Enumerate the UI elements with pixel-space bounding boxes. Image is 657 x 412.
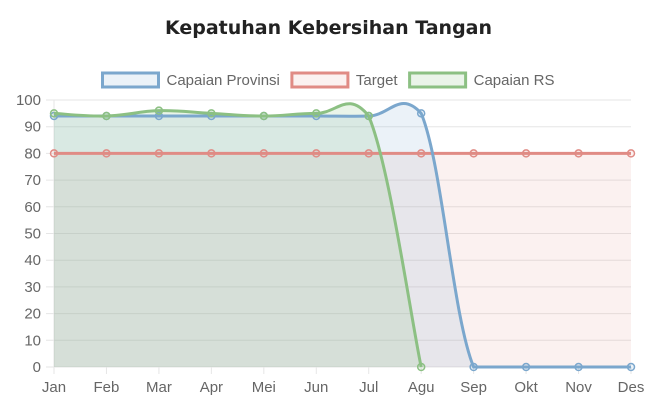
data-point[interactable] [521, 149, 531, 158]
legend-swatch [408, 71, 468, 89]
data-point[interactable] [364, 149, 373, 158]
y-tick-label: 60 [24, 199, 41, 216]
x-tick-label: Nov [565, 379, 592, 396]
x-tick-label: Jun [304, 379, 328, 396]
y-tick-label: 10 [24, 332, 41, 349]
data-point[interactable] [154, 106, 164, 115]
x-tick-label: Sep [460, 379, 487, 396]
y-tick-label: 40 [24, 252, 41, 269]
data-point[interactable] [416, 362, 426, 372]
data-point[interactable] [469, 149, 478, 158]
data-point[interactable] [207, 109, 216, 118]
data-point[interactable] [259, 149, 269, 158]
data-point[interactable] [49, 109, 59, 118]
legend-item[interactable]: Capaian Provinsi [101, 71, 280, 89]
data-point[interactable] [259, 111, 269, 121]
data-point[interactable] [312, 149, 321, 158]
data-point[interactable] [102, 111, 111, 121]
data-point[interactable] [416, 109, 426, 118]
x-tick-label: Feb [94, 379, 120, 396]
y-tick-label: 90 [24, 119, 41, 136]
data-point[interactable] [312, 109, 321, 118]
series-area-0 [54, 103, 631, 368]
data-point[interactable] [521, 362, 531, 372]
y-tick-label: 80 [24, 145, 41, 162]
x-tick-label: Mei [252, 379, 276, 396]
series-line-2 [53, 102, 423, 368]
data-point[interactable] [364, 111, 373, 121]
y-tick-label: 100 [16, 92, 41, 109]
y-tick-label: 50 [24, 226, 41, 243]
data-point[interactable] [416, 149, 426, 158]
data-point[interactable] [626, 149, 636, 158]
series-area-2 [54, 103, 422, 368]
x-tick-label: Apr [200, 379, 223, 396]
x-tick-label: Des [618, 379, 645, 396]
data-point[interactable] [102, 149, 111, 158]
legend-label: Capaian Provinsi [167, 72, 280, 89]
data-point[interactable] [574, 149, 583, 158]
x-tick-label: Mar [146, 379, 172, 396]
x-tick-label: Jan [42, 379, 66, 396]
legend-swatch [290, 71, 350, 89]
data-point[interactable] [207, 149, 216, 158]
legend-item[interactable]: Capaian RS [408, 71, 555, 89]
series-area-1 [54, 153, 631, 367]
data-point[interactable] [49, 149, 59, 158]
legend-swatch [101, 71, 160, 89]
legend-item[interactable]: Target [290, 71, 399, 89]
y-tick-label: 20 [24, 306, 41, 323]
x-tick-label: Okt [514, 379, 538, 396]
data-point[interactable] [574, 362, 583, 372]
data-point[interactable] [154, 149, 164, 158]
y-tick-label: 70 [24, 172, 41, 189]
x-tick-label: Agu [408, 379, 435, 396]
chart-title: Kepatuhan Kebersihan Tangan [164, 17, 493, 39]
y-tick-label: 30 [24, 279, 41, 296]
legend-label: Target [356, 72, 399, 89]
data-point[interactable] [469, 362, 478, 372]
x-tick-label: Jul [359, 379, 378, 396]
y-tick-label: 0 [33, 359, 41, 376]
data-point[interactable] [626, 362, 636, 372]
legend-label: Capaian RS [474, 72, 555, 89]
